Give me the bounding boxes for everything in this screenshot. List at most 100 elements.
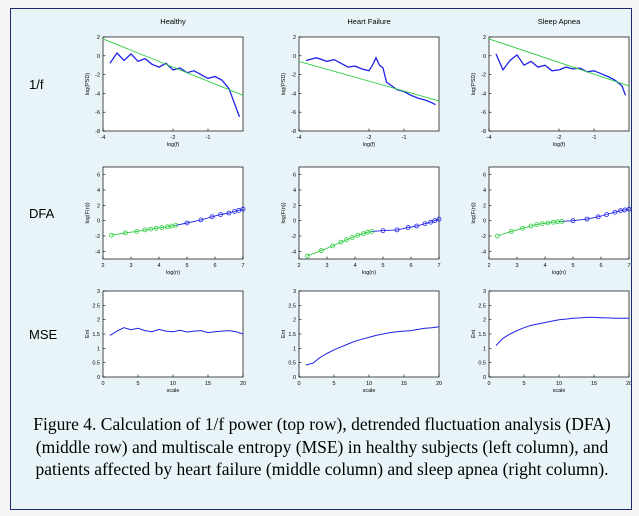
long-range-line-1-0: [175, 208, 244, 226]
y-tick-label-0-2-4: -6: [481, 110, 486, 116]
long-range-point-1-1-3: [405, 225, 411, 230]
short-range-point-1-2-9: [559, 219, 565, 224]
y-tick-label-2-2-2: 2: [483, 318, 486, 324]
figure-frame: Healthy Heart Failure Sleep Apnea 1/f -4 -2 -1…: [10, 8, 632, 510]
y-axis-label-2-2: Ent: [471, 329, 477, 338]
long-range-point-1-0-7: [236, 207, 242, 213]
x-tick-label-1-0-5: 7: [241, 263, 244, 269]
x-axis-label-0-1: log(f): [363, 142, 376, 148]
x-tick-label-1-2-3: 5: [571, 263, 574, 269]
y-tick-label-1-2-5: -4: [481, 249, 486, 255]
x-tick-label-0-2-1: -2: [557, 135, 562, 141]
y-tick-label-2-0-1: 2.5: [92, 303, 100, 309]
x-tick-label-1-1-2: 4: [353, 263, 356, 269]
long-range-point-1-0-2: [198, 217, 204, 223]
y-tick-label-1-2-2: 2: [483, 203, 486, 209]
long-range-point-1-0-1: [184, 220, 190, 226]
plot-area-0-0: [102, 36, 244, 132]
short-range-point-1-0-6: [159, 225, 165, 230]
figure-caption: Figure 4. Calculation of 1/f power (top …: [33, 414, 611, 479]
short-range-point-1-1-2: [330, 243, 336, 249]
long-range-line-1-2: [561, 208, 630, 222]
y-tick-label-2-1-6: 0: [293, 375, 296, 381]
x-tick-label-2-0-0: 0: [101, 381, 104, 387]
long-range-point-1-1-7: [432, 218, 438, 224]
x-axis-label-1-0: log(n): [166, 270, 180, 276]
long-range-point-1-0-4: [218, 212, 224, 217]
column-title-2: Sleep Apnea: [538, 17, 581, 26]
y-tick-label-2-2-5: 0.5: [478, 361, 486, 367]
x-tick-label-1-0-4: 6: [213, 263, 216, 269]
x-tick-label-0-1-2: -1: [402, 135, 407, 141]
x-tick-label-2-1-3: 15: [401, 381, 407, 387]
x-tick-label-1-0-3: 5: [185, 263, 188, 269]
long-range-point-1-0-5: [226, 210, 232, 216]
long-range-point-1-2-4: [604, 212, 609, 217]
x-tick-label-1-2-0: 2: [487, 263, 490, 269]
x-tick-label-1-0-2: 4: [157, 263, 160, 269]
y-tick-label-0-1-4: -6: [291, 110, 296, 116]
y-tick-label-0-2-1: 0: [483, 54, 486, 60]
plot-area-2-0: [102, 290, 244, 378]
y-tick-label-1-2-3: 0: [483, 219, 486, 225]
x-tick-label-0-0-2: -1: [206, 135, 211, 141]
y-tick-label-1-0-3: 0: [97, 219, 100, 225]
x-tick-label-0-2-2: -1: [592, 135, 597, 141]
x-tick-label-2-2-0: 0: [487, 381, 490, 387]
short-range-point-1-2-5: [539, 221, 545, 227]
x-tick-label-1-1-1: 3: [325, 263, 328, 269]
x-tick-label-2-0-2: 10: [170, 381, 176, 387]
short-range-point-1-0-1: [123, 230, 128, 236]
x-axis-label-1-1: log(n): [362, 270, 376, 276]
spectrum-line-0-1: [305, 56, 436, 106]
plot-area-2-1: [298, 290, 440, 378]
fit-line-0-1: [298, 60, 440, 102]
y-tick-label-0-2-2: -2: [481, 73, 486, 79]
y-tick-label-0-2-0: 2: [483, 35, 486, 41]
long-range-point-1-0-6: [232, 209, 238, 214]
short-range-point-1-0-4: [148, 226, 154, 232]
y-tick-label-0-1-3: -4: [291, 91, 296, 97]
x-tick-label-2-2-2: 10: [556, 381, 562, 387]
y-tick-label-2-2-6: 0: [483, 375, 486, 381]
x-tick-label-1-1-0: 2: [297, 263, 300, 269]
long-range-point-1-2-1: [570, 218, 576, 224]
y-tick-label-1-0-4: -2: [95, 234, 100, 240]
short-range-point-1-1-7: [360, 231, 366, 237]
y-tick-label-1-2-4: -2: [481, 234, 486, 240]
x-tick-label-1-0-1: 3: [129, 263, 132, 269]
y-tick-label-0-2-3: -4: [481, 91, 486, 97]
plot-area-0-1: [298, 36, 440, 132]
y-tick-label-0-0-0: 2: [97, 35, 100, 41]
short-range-point-1-0-3: [142, 227, 148, 233]
x-axis-label-0-2: log(f): [553, 142, 566, 148]
y-tick-label-1-2-0: 6: [483, 173, 486, 179]
x-tick-label-1-2-2: 4: [543, 263, 546, 269]
x-tick-label-2-1-1: 5: [332, 381, 335, 387]
row-label-1: DFA: [29, 206, 55, 221]
x-tick-label-1-0-0: 2: [101, 263, 104, 269]
plot-area-0-2: [488, 36, 630, 132]
y-axis-label-2-1: Ent: [281, 329, 287, 338]
short-range-point-1-0-5: [153, 225, 159, 231]
x-tick-label-0-0-0: -4: [101, 135, 106, 141]
y-tick-label-0-1-0: 2: [293, 35, 296, 41]
x-axis-label-2-2: scale: [553, 388, 566, 394]
y-axis-label-0-2: log(PSD): [471, 73, 477, 95]
entropy-line-2-2: [495, 316, 629, 346]
x-tick-label-2-0-3: 15: [205, 381, 211, 387]
short-range-point-1-1-1: [318, 248, 324, 253]
y-axis-label-1-0: log(F(n)): [85, 202, 91, 223]
x-axis-label-2-0: scale: [167, 388, 180, 394]
y-tick-label-2-2-4: 1: [483, 346, 486, 352]
y-tick-label-2-2-1: 2.5: [478, 303, 486, 309]
spectrum-line-0-2: [495, 53, 627, 96]
x-tick-label-1-1-3: 5: [381, 263, 384, 269]
long-range-point-1-2-5: [612, 209, 618, 215]
entropy-line-2-0: [109, 327, 244, 336]
y-tick-label-2-2-3: 1.5: [478, 332, 486, 338]
x-axis-label-0-0: log(f): [167, 142, 180, 148]
short-range-point-1-1-3: [338, 239, 344, 245]
fit-line-0-2: [488, 38, 630, 87]
column-title-1: Heart Failure: [347, 17, 390, 26]
